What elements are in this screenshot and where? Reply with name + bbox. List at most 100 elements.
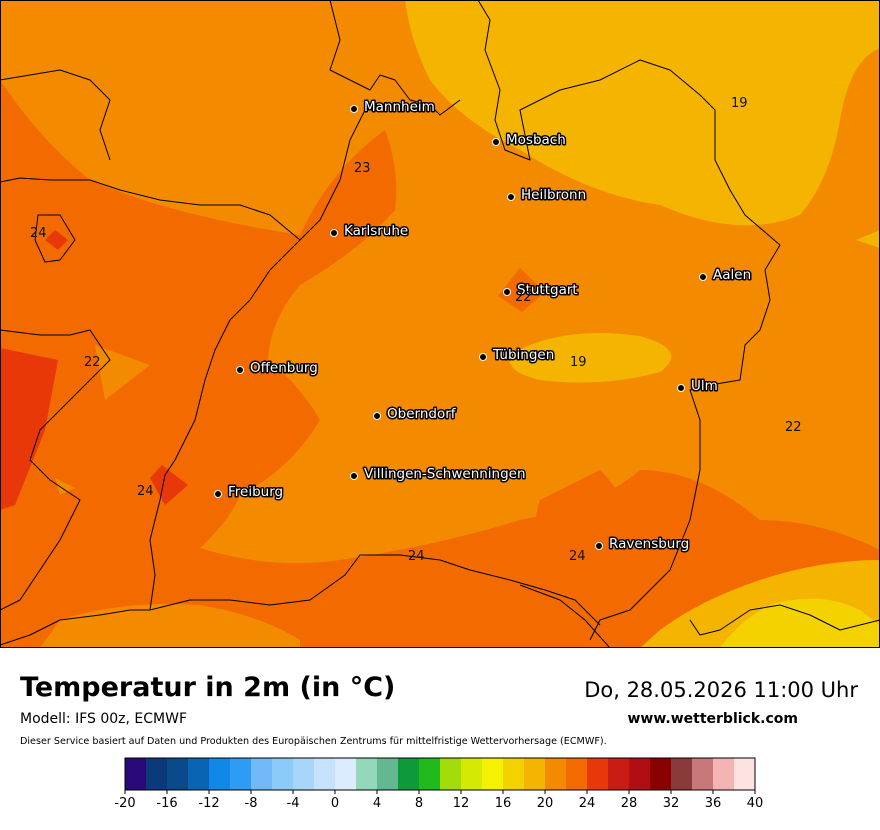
legend-tick-label: 20 — [537, 796, 554, 811]
city-marker — [236, 366, 244, 374]
isoline-label: 23 — [354, 161, 371, 176]
border-lake-constance — [519, 584, 611, 648]
border-switzerland — [149, 554, 601, 626]
legend-tick-label: 40 — [747, 796, 764, 811]
city-stuttgart: Stuttgart — [503, 281, 579, 300]
map-title: Temperatur in 2m (in °C) — [20, 672, 396, 703]
legend-swatch — [272, 758, 293, 790]
legend-swatch — [629, 758, 650, 790]
legend-swatch — [440, 758, 461, 790]
field-warm-east — [535, 470, 632, 620]
city-label: Aalen — [713, 267, 751, 283]
valid-datetime: Do, 28.05.2026 11:00 Uhr — [584, 678, 858, 702]
city-label: Karlsruhe — [344, 223, 408, 239]
border-rhine-west — [149, 109, 366, 611]
city-marker — [350, 105, 358, 113]
border-saar — [34, 214, 76, 263]
cities: Mannheim Mosbach Heilbronn Karlsruhe Stu… — [214, 98, 753, 554]
city-label: Tübingen — [492, 347, 554, 363]
city-aalen: Aalen — [699, 266, 753, 285]
city-label: Ravensburg — [609, 536, 689, 552]
legend-tick-label: -4 — [287, 796, 300, 811]
legend-swatch — [524, 758, 545, 790]
legend-tick-label: 16 — [495, 796, 512, 811]
legend-swatch — [545, 758, 566, 790]
city-freiburg: Freiburg — [214, 483, 285, 502]
legend-swatch — [482, 758, 503, 790]
city-ulm: Ulm — [677, 377, 719, 396]
model-info: Modell: IFS 00z, ECMWF — [20, 711, 188, 727]
color-legend: -20 -16 -12 -8 -4 0 4 8 12 16 20 24 28 32 36 40 — [114, 757, 763, 811]
legend-swatch — [503, 758, 524, 790]
legend-swatch — [125, 758, 146, 790]
isoline-label: 22 — [785, 420, 802, 435]
city-marker — [699, 273, 707, 281]
isoline-label: 19 — [731, 96, 748, 111]
legend-swatches — [125, 758, 755, 790]
legend-swatch — [356, 758, 377, 790]
city-label: Mosbach — [506, 132, 566, 148]
city-label: Freiburg — [228, 484, 283, 500]
city-mosbach: Mosbach — [492, 131, 567, 150]
city-karlsruhe: Karlsruhe — [330, 222, 410, 241]
website-link[interactable]: www.wetterblick.com — [627, 711, 799, 727]
legend-swatch — [293, 758, 314, 790]
city-offenburg: Offenburg — [236, 359, 319, 378]
border-north-inner — [0, 69, 111, 161]
isoline-label: 22 — [84, 355, 101, 370]
legend-swatch — [167, 758, 188, 790]
city-label: Mannheim — [364, 99, 435, 115]
legend-tick-label: -20 — [114, 796, 135, 811]
legend-swatch — [251, 758, 272, 790]
city-marker — [373, 412, 381, 420]
legend-tick-label: 4 — [373, 796, 381, 811]
isoline-labels: 19 23 24 22 22 19 22 24 24 24 — [30, 96, 802, 564]
legend-tick-label: 24 — [579, 796, 596, 811]
field-hot-palatinate — [45, 230, 68, 250]
legend-swatch — [377, 758, 398, 790]
city-marker — [677, 384, 685, 392]
borders — [0, 0, 880, 648]
field-hot-west — [0, 348, 58, 510]
city-label: Heilbronn — [521, 187, 586, 203]
city-marker — [350, 472, 358, 480]
city-mannheim: Mannheim — [350, 98, 436, 117]
legend-tick-label: -8 — [245, 796, 258, 811]
field-mid-southwest — [55, 478, 75, 495]
isoline-label: 24 — [137, 484, 154, 499]
legend-swatch — [650, 758, 671, 790]
legend-swatch — [671, 758, 692, 790]
city-marker — [330, 229, 338, 237]
disclaimer-text: Dieser Service basiert auf Daten und Pro… — [20, 736, 607, 747]
city-marker — [492, 138, 500, 146]
legend-tick-label: 0 — [331, 796, 339, 811]
city-label: Villingen-Schwenningen — [364, 466, 526, 482]
field-cool-center — [509, 333, 672, 383]
city-marker — [503, 288, 511, 296]
legend-tick-label: 12 — [453, 796, 470, 811]
legend-swatch — [398, 758, 419, 790]
legend-swatch — [692, 758, 713, 790]
city-marker — [214, 490, 222, 498]
legend-tick-label: 8 — [415, 796, 423, 811]
border-bavaria — [477, 0, 781, 641]
legend-ticks: -20 -16 -12 -8 -4 0 4 8 12 16 20 24 28 32 36 40 — [114, 790, 763, 811]
isoline-label: 24 — [30, 226, 47, 241]
legend-swatch — [608, 758, 629, 790]
field-warm-band — [0, 80, 880, 648]
field-cool-east-edge — [856, 230, 880, 248]
field-cool-north — [405, 0, 880, 226]
city-label: Offenburg — [250, 360, 318, 376]
field-hot-freiburg — [150, 465, 188, 505]
border-west — [0, 329, 111, 611]
field-warm-stuttgart — [498, 268, 545, 312]
legend-tick-label: 28 — [621, 796, 638, 811]
legend-swatch — [314, 758, 335, 790]
field-mid-south — [40, 604, 300, 648]
city-ravensburg: Ravensburg — [595, 535, 691, 554]
legend-swatch — [566, 758, 587, 790]
legend-swatch — [146, 758, 167, 790]
isoline-label: 24 — [569, 549, 586, 564]
legend-swatch — [587, 758, 608, 790]
city-marker — [595, 542, 603, 550]
